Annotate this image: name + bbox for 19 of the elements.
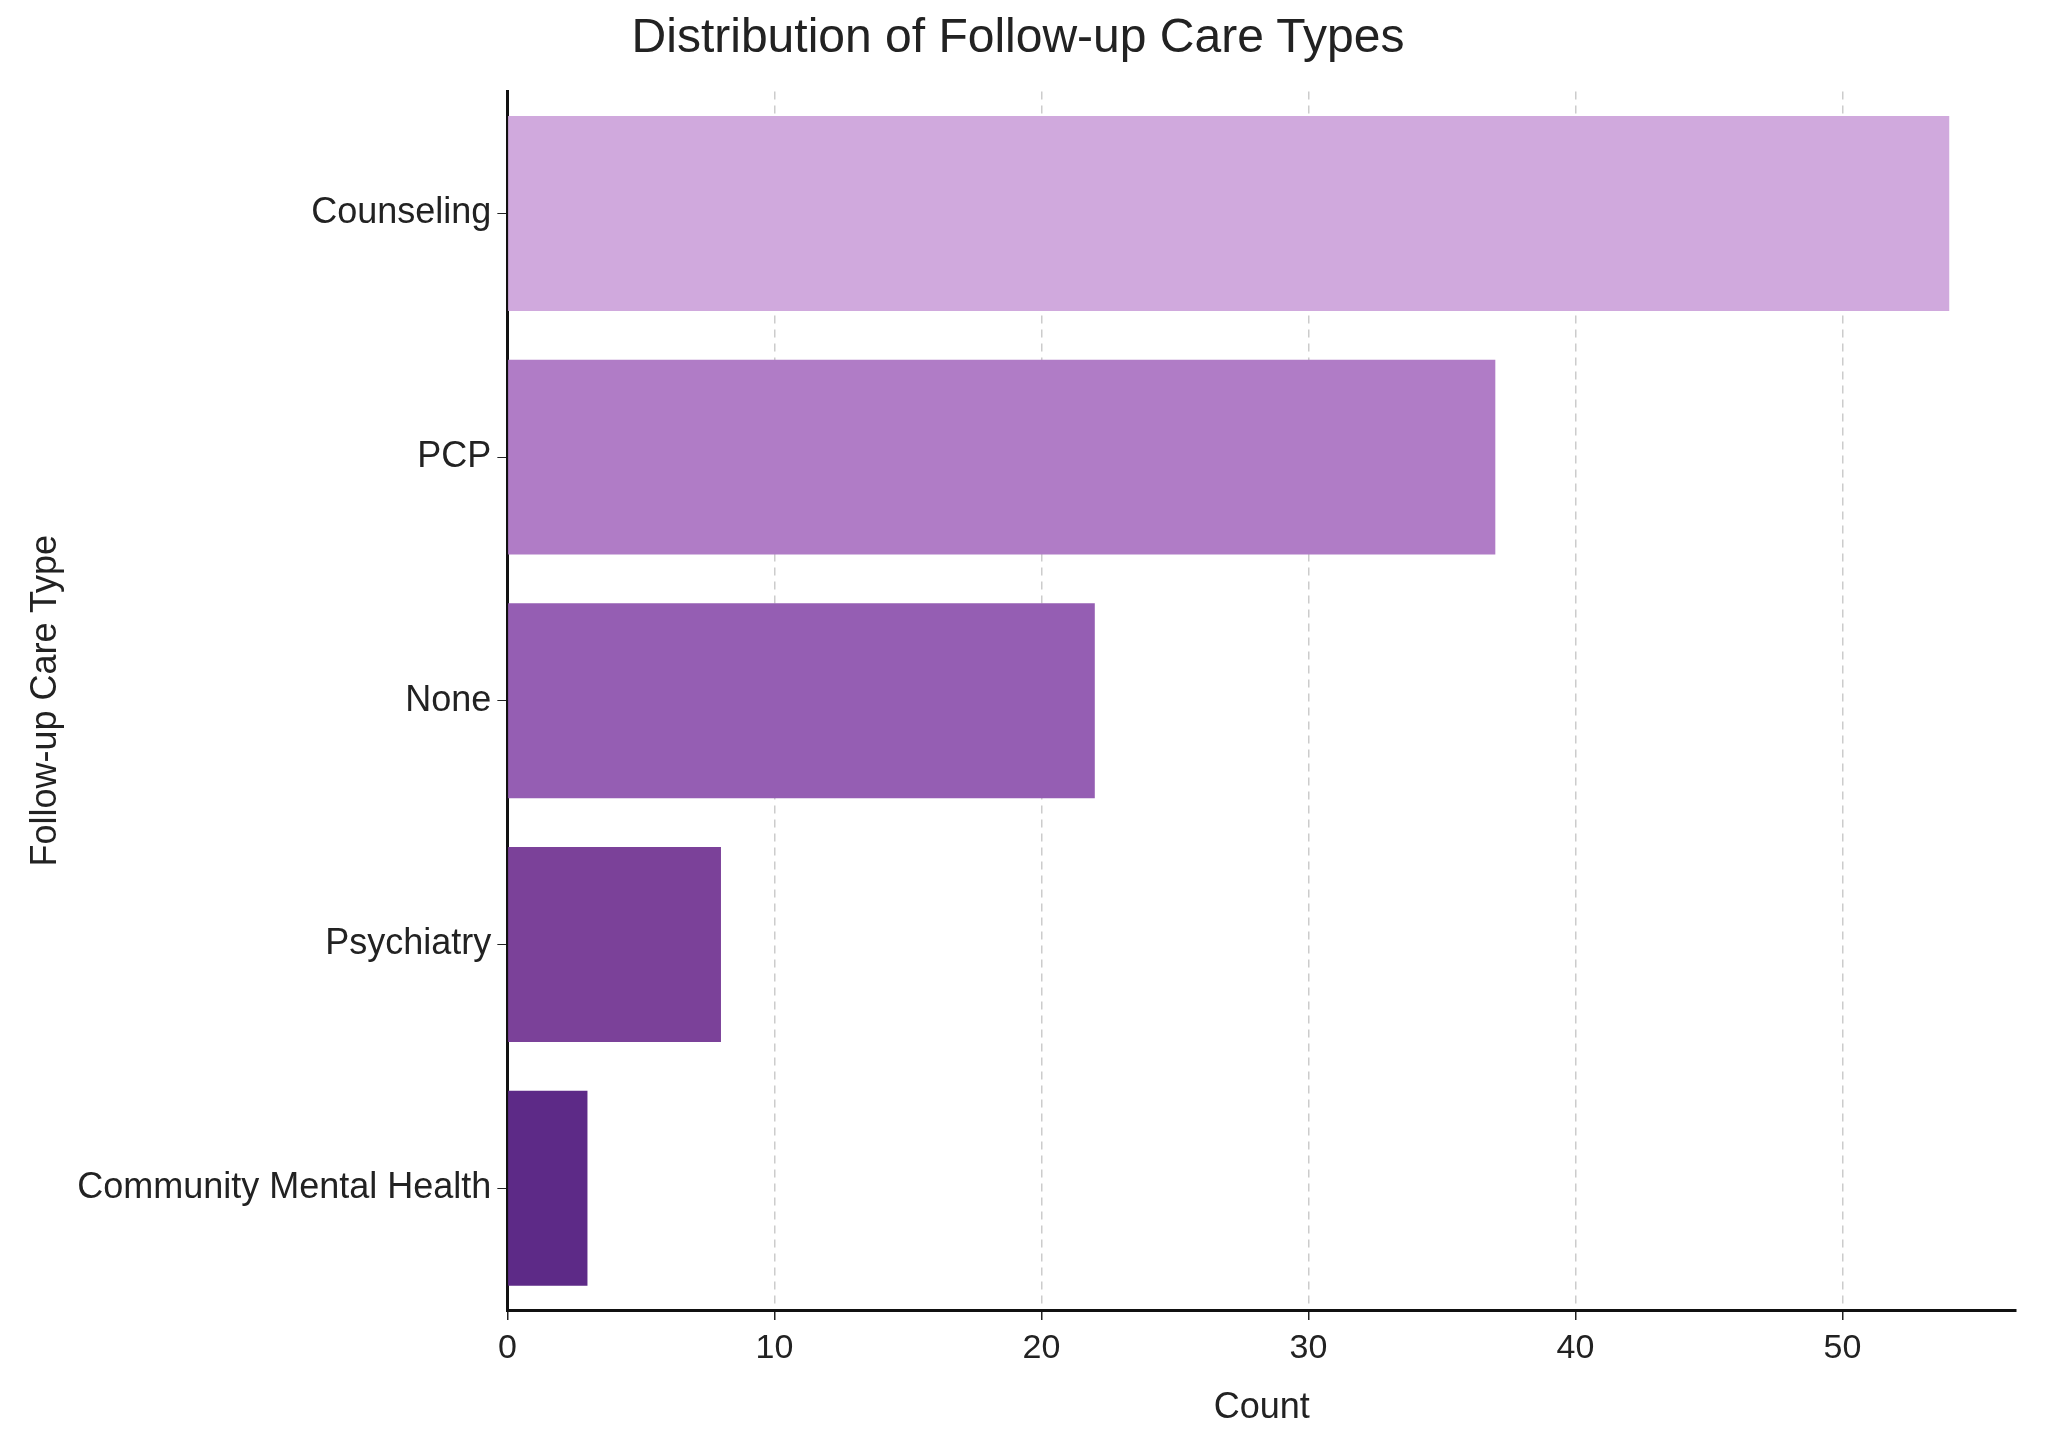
x-tick-label: 30	[1289, 1326, 1328, 1365]
y-tick-label: None	[405, 677, 492, 719]
y-tick-label: PCP	[417, 434, 492, 476]
bar	[508, 847, 721, 1042]
x-axis-title: Count	[1213, 1385, 1310, 1427]
x-tick-label: 50	[1823, 1326, 1862, 1365]
x-tick-label: 0	[497, 1326, 517, 1365]
x-tick-label: 20	[1022, 1326, 1061, 1365]
chart-title: Distribution of Follow-up Care Types	[631, 9, 1405, 63]
x-tick-label: 40	[1556, 1326, 1595, 1365]
y-tick-label: Counseling	[311, 190, 492, 232]
y-tick-label: Psychiatry	[325, 921, 492, 963]
bar	[508, 1090, 588, 1286]
x-tick-label: 10	[755, 1326, 794, 1365]
y-axis-title: Follow-up Care Type	[22, 535, 64, 867]
bar	[508, 359, 1496, 555]
bar	[508, 603, 1095, 799]
y-tick-label: Community Mental Health	[77, 1165, 492, 1207]
bar	[508, 115, 1950, 311]
